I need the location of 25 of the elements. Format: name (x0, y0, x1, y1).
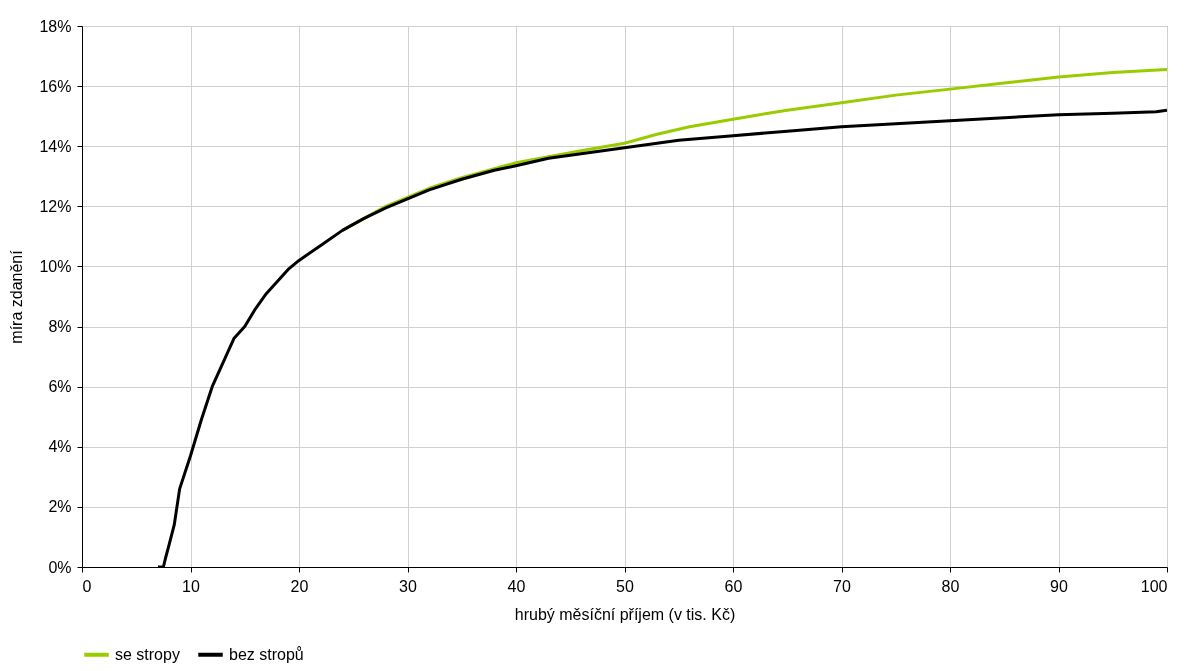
y-axis-title: míra zdanění (8, 249, 26, 344)
y-tick-label: 18% (39, 17, 72, 35)
x-tick-label: 0 (82, 577, 92, 595)
x-tick-label: 90 (1050, 577, 1068, 595)
x-tick-label: 80 (941, 577, 960, 595)
x-tick-label: 60 (724, 577, 743, 595)
x-tick-label: 50 (616, 577, 634, 595)
y-tick-label: 12% (39, 197, 72, 215)
x-tick-label: 30 (399, 577, 417, 595)
y-tick-label: 10% (39, 257, 72, 275)
y-tick-label: 6% (48, 378, 72, 396)
x-tick-label: 100 (1140, 577, 1168, 595)
legend-label: bez stropů (229, 645, 304, 663)
y-tick-label: 16% (39, 77, 72, 95)
x-tick-label: 20 (290, 577, 309, 595)
y-tick-label: 14% (39, 137, 72, 155)
y-tick-label: 4% (48, 438, 72, 456)
y-tick-label: 8% (48, 318, 72, 336)
x-axis-title: hrubý měsíční příjem (v tis. Kč) (514, 605, 736, 623)
y-tick-label: 2% (48, 498, 72, 516)
x-tick-label: 40 (507, 577, 526, 595)
legend-label: se stropy (115, 645, 180, 663)
x-tick-label: 70 (833, 577, 851, 595)
x-tick-label: 10 (182, 577, 200, 595)
y-tick-label: 0% (48, 558, 72, 576)
